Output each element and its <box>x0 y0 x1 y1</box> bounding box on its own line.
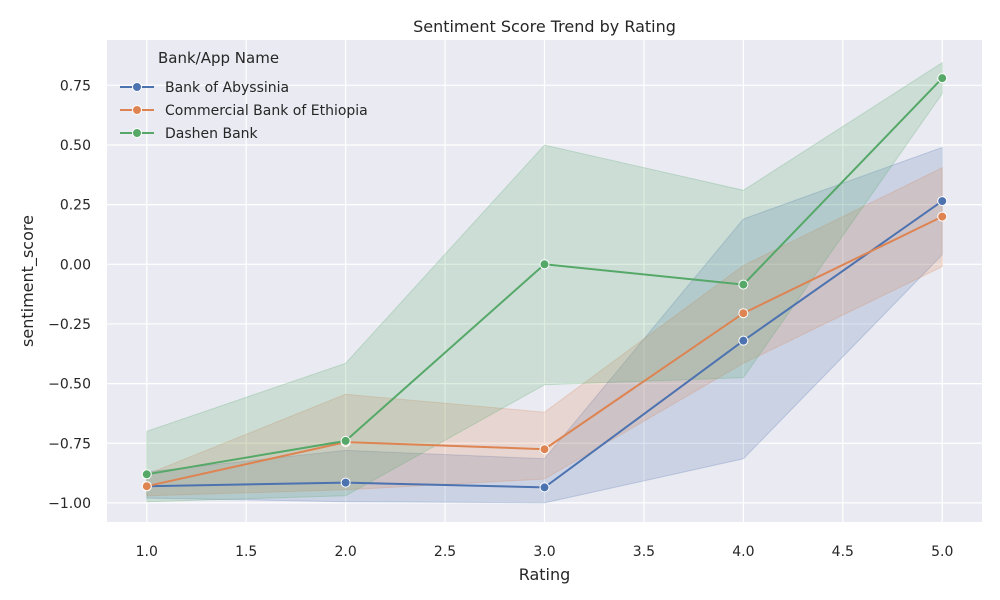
data-point <box>539 259 550 270</box>
legend-marker <box>132 82 142 92</box>
x-tick-label: 1.0 <box>136 544 158 560</box>
legend-label: Bank of Abyssinia <box>165 80 289 96</box>
data-point <box>937 73 948 84</box>
x-tick-label: 5.0 <box>931 544 953 560</box>
x-tick-label: 3.5 <box>633 544 655 560</box>
y-tick-label: −1.00 <box>48 496 91 512</box>
data-point <box>141 481 152 492</box>
data-point <box>340 435 351 446</box>
confidence-bands <box>146 61 943 504</box>
y-tick-label: 0.00 <box>60 257 91 273</box>
y-tick-label: 0.50 <box>60 138 91 154</box>
y-axis-ticks: −1.00 −0.75 −0.50 −0.25 0.00 0.25 0.50 0.75 <box>48 78 91 512</box>
legend-label: Dashen Bank <box>165 126 259 142</box>
x-tick-label: 2.0 <box>335 544 357 560</box>
data-point <box>141 469 152 480</box>
legend-title: Bank/App Name <box>158 49 279 67</box>
x-axis-ticks: 1.0 1.5 2.0 2.5 3.0 3.5 4.0 4.5 5.0 <box>136 544 954 560</box>
series-points <box>141 73 948 493</box>
data-point <box>738 279 749 290</box>
ci-band <box>146 166 943 497</box>
legend-label: Commercial Bank of Ethiopia <box>165 103 368 119</box>
y-tick-label: −0.25 <box>48 317 91 333</box>
ci-band <box>146 61 943 503</box>
y-tick-label: 0.25 <box>60 198 91 214</box>
data-point <box>937 196 948 207</box>
x-tick-label: 4.0 <box>732 544 754 560</box>
x-axis-label: Rating <box>519 565 571 584</box>
y-tick-label: 0.75 <box>60 78 91 94</box>
data-point <box>738 335 749 346</box>
x-tick-label: 2.5 <box>434 544 456 560</box>
data-point <box>539 482 550 493</box>
data-point <box>937 211 948 222</box>
legend: Bank/App Name Bank of Abyssinia Commercia… <box>120 49 368 142</box>
x-tick-label: 3.0 <box>533 544 555 560</box>
y-tick-label: −0.75 <box>48 436 91 452</box>
data-point <box>539 444 550 455</box>
y-tick-label: −0.50 <box>48 377 91 393</box>
legend-marker <box>132 128 142 138</box>
y-axis-label: sentiment_score <box>18 215 38 347</box>
x-tick-label: 1.5 <box>235 544 257 560</box>
legend-marker <box>132 105 142 115</box>
data-point <box>340 477 351 488</box>
ci-band <box>146 146 943 504</box>
x-tick-label: 4.5 <box>832 544 854 560</box>
chart-title: Sentiment Score Trend by Rating <box>413 17 676 36</box>
data-point <box>738 308 749 319</box>
